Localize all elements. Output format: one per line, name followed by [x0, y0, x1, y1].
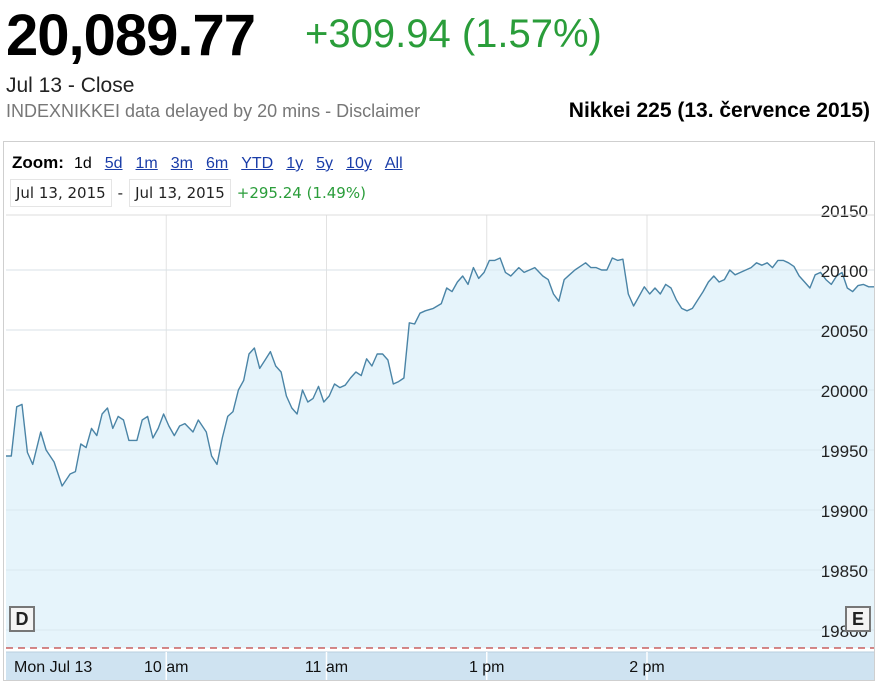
y-tick-label-19900: 19900: [821, 502, 868, 521]
range-separator: -: [117, 184, 124, 202]
y-tick-label-19850: 19850: [821, 562, 868, 581]
price-change: +309.94 (1.57%): [305, 12, 602, 56]
zoom-option-1d[interactable]: 1d: [73, 155, 92, 172]
zoom-option-ytd[interactable]: YTD: [241, 155, 274, 172]
x-tick-label-4: 2 pm: [629, 659, 665, 676]
zoom-option-1y[interactable]: 1y: [286, 155, 304, 172]
y-tick-label-20100: 20100: [821, 262, 868, 281]
zoom-option-5y[interactable]: 5y: [316, 155, 334, 172]
x-tick-label-0: Mon Jul 13: [14, 659, 92, 676]
zoom-label: Zoom:: [12, 153, 64, 172]
y-tick-label-20000: 20000: [821, 382, 868, 401]
range-end-date[interactable]: Jul 13, 2015: [129, 179, 231, 207]
y-tick-label-20050: 20050: [821, 322, 868, 341]
zoom-option-10y[interactable]: 10y: [346, 155, 372, 172]
x-axis-bar: [6, 652, 874, 680]
zoom-option-3m[interactable]: 3m: [170, 155, 193, 172]
date-range: Jul 13, 2015- Jul 13, 2015 +295.24 (1.49%): [10, 179, 366, 207]
zoom-option-all[interactable]: All: [384, 155, 403, 172]
zoom-option-6m[interactable]: 6m: [206, 155, 229, 172]
zoom-option-1m[interactable]: 1m: [135, 155, 158, 172]
series-line: [6, 257, 874, 487]
x-tick-label-2: 11 am: [305, 659, 348, 676]
index-price: 20,089.77: [6, 3, 256, 68]
x-tick-label-1: 10 am: [144, 659, 188, 676]
range-handle-right[interactable]: E: [845, 606, 871, 632]
range-handle-left[interactable]: D: [9, 606, 35, 632]
series-area: [6, 258, 874, 648]
y-tick-label-20150: 20150: [821, 202, 868, 221]
close-label: Jul 13 - Close: [6, 74, 135, 97]
chart-title: Nikkei 225 (13. července 2015): [568, 99, 870, 122]
zoom-bar: Zoom: 1d 5d 1m 3m 6m YTD 1y 5y 10y All: [12, 153, 416, 173]
delay-notice: INDEXNIKKEI data delayed by 20 mins - Di…: [6, 101, 421, 121]
zoom-option-5d[interactable]: 5d: [104, 155, 123, 172]
x-tick-label-3: 1 pm: [469, 659, 505, 676]
y-tick-label-19950: 19950: [821, 442, 868, 461]
range-start-date[interactable]: Jul 13, 2015: [10, 179, 112, 207]
range-change: +295.24 (1.49%): [236, 184, 366, 202]
